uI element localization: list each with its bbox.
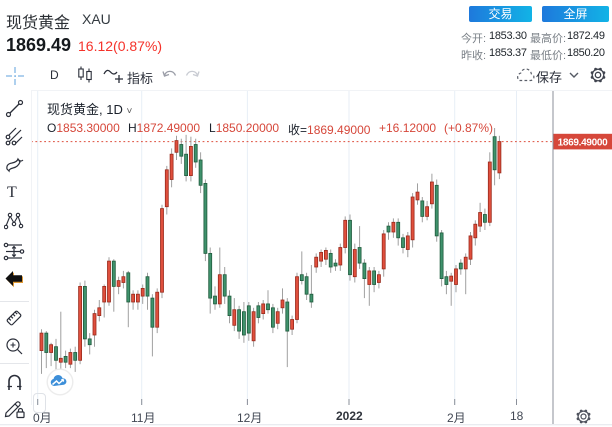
svg-text:1869.49000: 1869.49000 [558,137,609,148]
